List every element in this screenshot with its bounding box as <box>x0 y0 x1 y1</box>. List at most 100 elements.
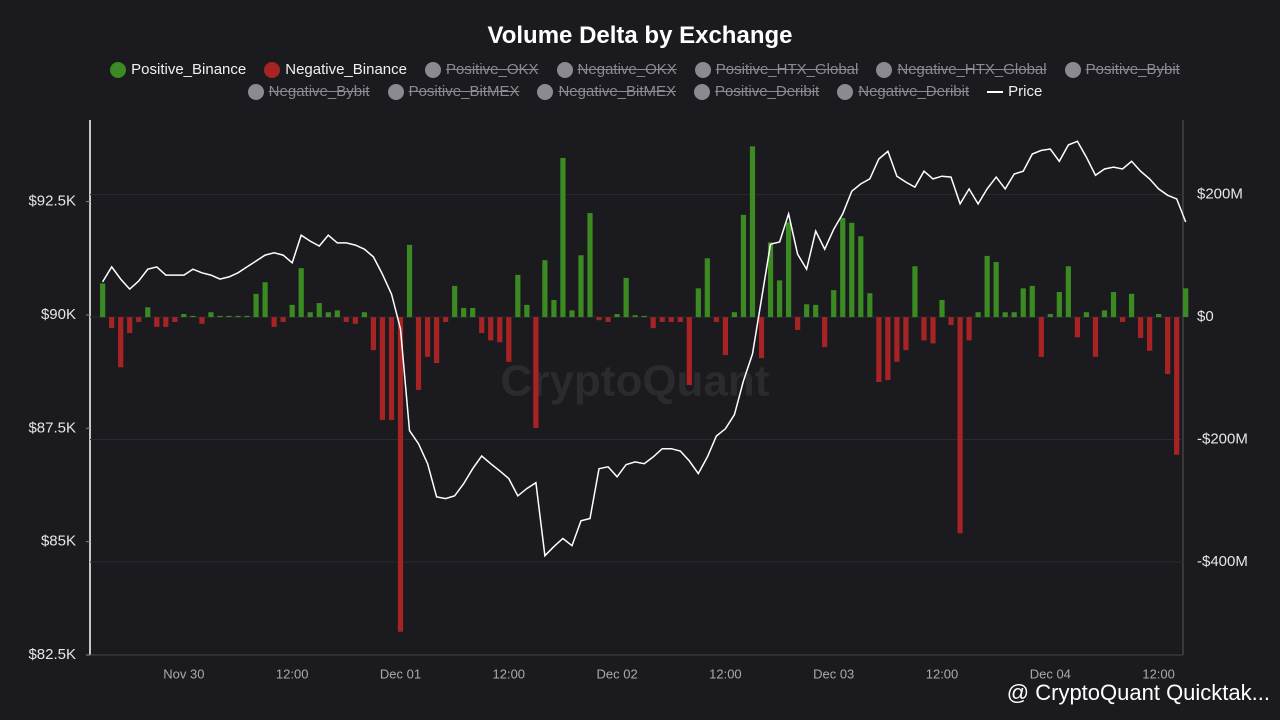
legend-item[interactable]: Negative_BitMEX <box>537 82 676 101</box>
legend-label: Price <box>1008 83 1043 100</box>
bar <box>208 312 214 318</box>
bar <box>804 304 810 318</box>
bar <box>551 299 557 318</box>
bar <box>1029 285 1035 318</box>
legend-item[interactable]: Negative_Bybit <box>247 82 370 101</box>
y2-tick-label: -$400M <box>1197 553 1248 570</box>
bar <box>1056 292 1062 318</box>
legend-label: Positive_Deribit <box>715 83 820 100</box>
bar <box>921 317 927 341</box>
legend-item[interactable]: Negative_Binance <box>264 60 407 79</box>
x-tick-label: 12:00 <box>493 666 526 681</box>
legend-item[interactable]: Negative_OKX <box>556 60 677 79</box>
legend-item[interactable]: Positive_Binance <box>110 60 246 79</box>
bar <box>1002 312 1008 318</box>
x-tick-label: 12:00 <box>1142 666 1175 681</box>
x-tick-label: Nov 30 <box>163 666 204 681</box>
bar <box>524 304 530 318</box>
bar <box>912 266 918 318</box>
bar <box>569 310 575 318</box>
x-tick-label: 12:00 <box>276 666 309 681</box>
legend-swatch <box>537 83 554 100</box>
bar <box>307 312 313 318</box>
bar <box>433 317 440 364</box>
bar <box>849 222 855 318</box>
bar <box>677 317 683 323</box>
bar <box>1156 314 1162 318</box>
bar <box>1038 317 1044 357</box>
bar <box>370 317 377 351</box>
y-tick-label: $82.5K <box>28 646 76 663</box>
bar <box>298 268 304 318</box>
bar <box>461 307 467 318</box>
bar <box>172 317 178 323</box>
bar <box>1065 266 1071 318</box>
bar <box>831 290 837 318</box>
bar <box>154 317 160 327</box>
x-tick-label: Dec 03 <box>813 666 854 681</box>
legend-item[interactable]: Negative_HTX_Global <box>876 60 1047 79</box>
legend-swatch <box>694 61 711 78</box>
bar <box>397 317 404 632</box>
bar <box>1119 317 1126 323</box>
bar <box>334 310 340 318</box>
bar <box>280 317 286 323</box>
bar <box>136 317 142 323</box>
legend-item[interactable]: Positive_Deribit <box>694 82 819 101</box>
legend-label: Negative_Binance <box>285 61 407 78</box>
bar <box>325 312 331 318</box>
chart-title: Volume Delta by Exchange <box>487 22 793 49</box>
legend-swatch <box>694 83 711 100</box>
bar <box>785 222 792 318</box>
bar <box>740 214 747 318</box>
bar <box>731 312 738 318</box>
legend-swatch <box>425 61 441 78</box>
legend-swatch <box>837 83 854 100</box>
bar <box>1047 314 1053 318</box>
legend-item[interactable]: Negative_Deribit <box>837 82 969 101</box>
bar <box>867 293 873 318</box>
bar <box>244 315 250 318</box>
bar <box>776 280 783 318</box>
legend-item[interactable]: Positive_Bybit <box>1064 60 1180 79</box>
y-tick-label: $90K <box>41 306 76 323</box>
bar <box>668 317 674 323</box>
bar <box>1011 312 1017 318</box>
bar <box>316 303 322 318</box>
legend-item[interactable]: Positive_OKX <box>425 60 539 79</box>
bar <box>632 315 638 318</box>
bar <box>840 217 846 318</box>
legend: Positive_Binance Negative_Binance Positive… <box>80 60 1210 101</box>
bar <box>623 277 629 318</box>
y2-tick-label: -$200M <box>1197 430 1248 447</box>
bar <box>1165 317 1171 375</box>
bar <box>361 312 367 318</box>
footer-credit: @ CryptoQuant Quicktak... <box>1007 680 1270 705</box>
bar <box>1147 317 1153 351</box>
bar <box>388 317 395 420</box>
bar <box>533 317 539 428</box>
bar <box>641 315 647 318</box>
legend-label: Negative_Bybit <box>268 83 370 100</box>
price-line <box>101 140 1187 558</box>
bar <box>885 317 891 381</box>
bar <box>587 213 593 318</box>
bar <box>497 317 503 343</box>
legend-item[interactable]: Price <box>987 82 1042 101</box>
legend-item[interactable]: Positive_BitMEX <box>387 82 519 101</box>
y2-tick-label: $0 <box>1197 308 1214 325</box>
bar <box>506 317 512 362</box>
bar <box>1110 292 1117 318</box>
legend-label: Positive_Binance <box>131 61 247 78</box>
bar <box>163 317 169 327</box>
bar <box>1174 317 1180 455</box>
bar <box>984 255 990 318</box>
bar <box>1101 310 1108 318</box>
bar <box>415 317 422 390</box>
bar <box>560 157 566 318</box>
bar <box>1083 312 1090 318</box>
legend-item[interactable]: Positive_HTX_Global <box>694 60 858 79</box>
bar <box>695 288 701 318</box>
legend-label: Positive_Bybit <box>1085 61 1180 78</box>
